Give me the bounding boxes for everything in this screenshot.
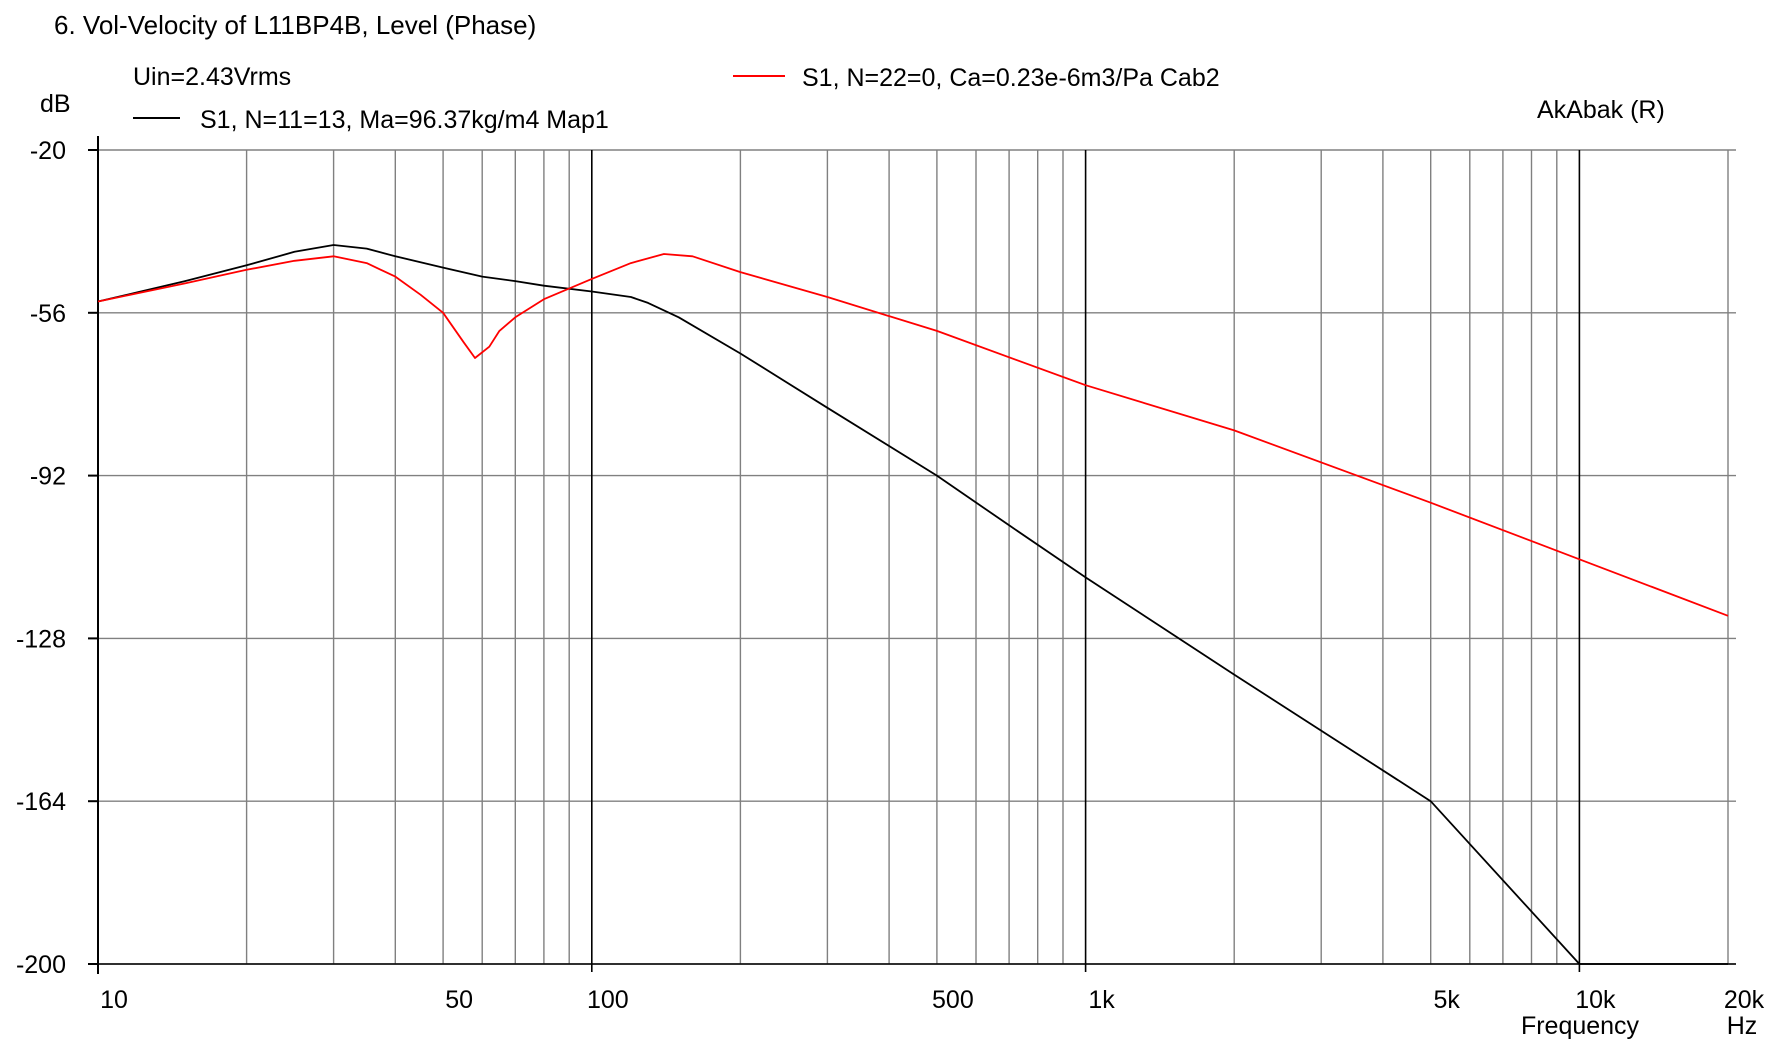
x-tick-label: 5k: [1433, 986, 1460, 1014]
x-tick-label: 20k: [1724, 986, 1765, 1014]
x-tick-label: 10k: [1575, 986, 1616, 1014]
x-axis-unit: Hz: [1727, 1012, 1758, 1040]
series-layer: [97, 244, 1729, 965]
y-tick-label: -164: [16, 788, 66, 816]
x-tick-label: 10: [100, 986, 128, 1014]
y-axis-label: dB: [40, 90, 71, 118]
legend-label-series-2: S1, N=22=0, Ca=0.23e-6m3/Pa Cab2: [802, 64, 1220, 92]
minor-gridlines: [98, 149, 1736, 965]
y-tick-label: -56: [30, 300, 66, 328]
y-tick-label: -92: [30, 463, 66, 491]
axes: [88, 136, 1736, 974]
x-tick-label: 500: [932, 986, 974, 1014]
watermark: AkAbak (R): [1537, 96, 1665, 124]
x-tick-label: 1k: [1088, 986, 1115, 1014]
x-tick-label: 50: [445, 986, 473, 1014]
x-axis-label: Frequency: [1521, 1012, 1640, 1040]
y-tick-label: -200: [16, 951, 66, 979]
series-line-1: [97, 244, 1728, 965]
major-gridlines: [97, 150, 1581, 972]
series-line-2: [97, 253, 1729, 617]
tick-labels: 10 50 100 500 1k 5k 10k 20k -20 -56 -92 -128 -164 -20…: [16, 137, 1765, 1014]
legend-label-series-1: S1, N=11=13, Ma=96.37kg/m4 Map1: [200, 106, 609, 134]
y-tick-label: -20: [30, 137, 66, 165]
legend-entry-series-1: S1, N=11=13, Ma=96.37kg/m4 Map1: [133, 106, 609, 134]
legend-entry-series-2: S1, N=22=0, Ca=0.23e-6m3/Pa Cab2: [733, 64, 1220, 92]
x-tick-label: 100: [587, 986, 629, 1014]
chart-subtitle: Uin=2.43Vrms: [133, 63, 291, 91]
y-tick-label: -128: [16, 625, 66, 653]
chart-title: 6. Vol-Velocity of L11BP4B, Level (Phase…: [54, 10, 536, 40]
